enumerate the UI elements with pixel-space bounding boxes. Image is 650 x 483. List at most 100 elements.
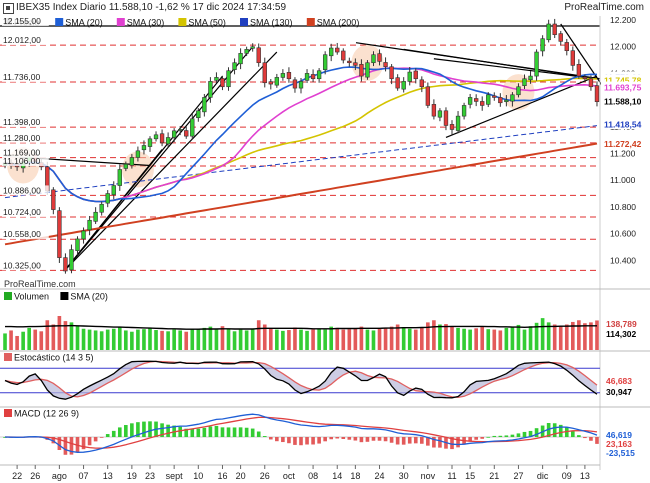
volume-bar (117, 327, 122, 350)
x-tick-label: 08 (308, 471, 318, 481)
x-tick-label: 23 (145, 471, 155, 481)
candle (510, 94, 515, 102)
level-label-bg (2, 16, 49, 27)
legend-item[interactable]: SMA (200) (306, 18, 360, 28)
trend-line (64, 51, 278, 271)
x-tick-label: 14 (332, 471, 342, 481)
candle (165, 137, 171, 145)
collapse-toggle-icon[interactable] (3, 3, 14, 14)
macd-histogram-bar (456, 437, 460, 448)
stochastic-value-tag: 46,683 (606, 376, 632, 386)
candle (141, 145, 147, 151)
candle (196, 110, 201, 119)
candle (87, 219, 92, 231)
candle (383, 62, 388, 68)
volume-bar (492, 329, 497, 350)
candle (51, 189, 56, 210)
legend-item[interactable]: SMA (20) (55, 18, 103, 28)
level-label-bg (2, 71, 49, 82)
macd-histogram-bar (220, 427, 225, 437)
y-tick-label: 12.000 (610, 42, 636, 52)
left-level-label: 11.169,00 (3, 148, 40, 158)
legend-item[interactable]: SMA (30) (116, 18, 165, 28)
price-tag-bg (601, 118, 649, 130)
volume-value-tag: 114,302 (606, 329, 637, 339)
volume-bar (510, 326, 515, 350)
legend-label: SMA (130) (250, 18, 293, 28)
legend-swatch (306, 18, 315, 26)
macd-histogram-bar (244, 427, 249, 437)
left-level-label: 11.106,00 (3, 156, 40, 166)
price-tag: 11.693,75 (604, 83, 642, 93)
price-tag-bg (601, 74, 649, 86)
volume-bar (583, 323, 587, 350)
x-tick-label: 21 (489, 471, 499, 481)
left-level-label: 12.155,00 (3, 16, 41, 26)
candle (522, 78, 527, 86)
macd-histogram-bar (419, 437, 424, 444)
volume-bar (311, 329, 315, 350)
volume-bar (166, 331, 170, 350)
candle (57, 210, 62, 258)
candle (220, 78, 225, 88)
macd-histogram-bar (383, 437, 388, 442)
x-tick-label: 10 (193, 471, 203, 481)
macd-histogram-bar (178, 426, 183, 437)
volume-bar (419, 327, 424, 350)
legend-item[interactable]: SMA (130) (240, 18, 293, 28)
x-tick-label: 09 (562, 471, 572, 481)
candle (190, 118, 195, 137)
macd-histogram-bar (268, 437, 273, 440)
y-tick-label: 11.000 (610, 175, 636, 185)
candle (268, 81, 273, 85)
macd-histogram-bar (81, 437, 86, 450)
candle (304, 73, 310, 81)
volume-bar (558, 326, 563, 350)
candle (564, 42, 569, 52)
stochastic-d-line (4, 360, 598, 399)
legend-swatch (60, 292, 69, 300)
legend-item[interactable]: SMA (50) (178, 18, 226, 28)
macd-histogram-bar (287, 437, 291, 444)
macd-histogram-bar (595, 437, 599, 444)
macd-histogram-bar (528, 430, 533, 437)
candle (298, 81, 304, 89)
x-tick-label: 19 (127, 471, 137, 481)
candle (292, 79, 298, 89)
macd-histogram-bar (413, 437, 418, 444)
level-label-bg (2, 229, 49, 240)
candle (208, 81, 213, 98)
level-label-bg (2, 117, 49, 128)
candle (486, 94, 491, 105)
level-label-bg (2, 147, 49, 158)
legend-label: Estocástico (14 3 5) (14, 353, 94, 363)
left-level-label: 10.325,00 (3, 260, 41, 270)
macd-histogram-bar (281, 437, 285, 443)
macd-value-tag: -23,515 (606, 448, 635, 458)
macd-histogram-bar (395, 437, 400, 445)
candle (117, 169, 122, 186)
left-level-label: 10.886,00 (3, 185, 41, 195)
volume-bar (184, 331, 189, 350)
volume-bar (57, 316, 62, 350)
watermark-text: ProRealTime.com (4, 279, 76, 289)
volume-bar (196, 328, 201, 350)
volume-bar (190, 329, 195, 350)
candle (232, 62, 237, 70)
volume-bar (202, 327, 207, 350)
volume-bar (371, 330, 376, 350)
y-tick-label: 11.200 (610, 149, 636, 159)
macd-histogram-bar (546, 423, 551, 437)
volume-bar (468, 329, 472, 350)
site-name[interactable]: ProRealTime.com (564, 2, 644, 13)
volume-bar (93, 330, 98, 350)
price-tag: 11.745,78 (604, 76, 642, 86)
y-tick-label: 10.800 (610, 202, 636, 212)
candle (594, 85, 600, 103)
macd-histogram-bar (564, 427, 569, 437)
macd-histogram-bar (226, 427, 231, 437)
macd-histogram-bar (93, 437, 98, 442)
macd-histogram-bar (69, 437, 74, 455)
y-tick-label: 12.200 (610, 15, 636, 25)
